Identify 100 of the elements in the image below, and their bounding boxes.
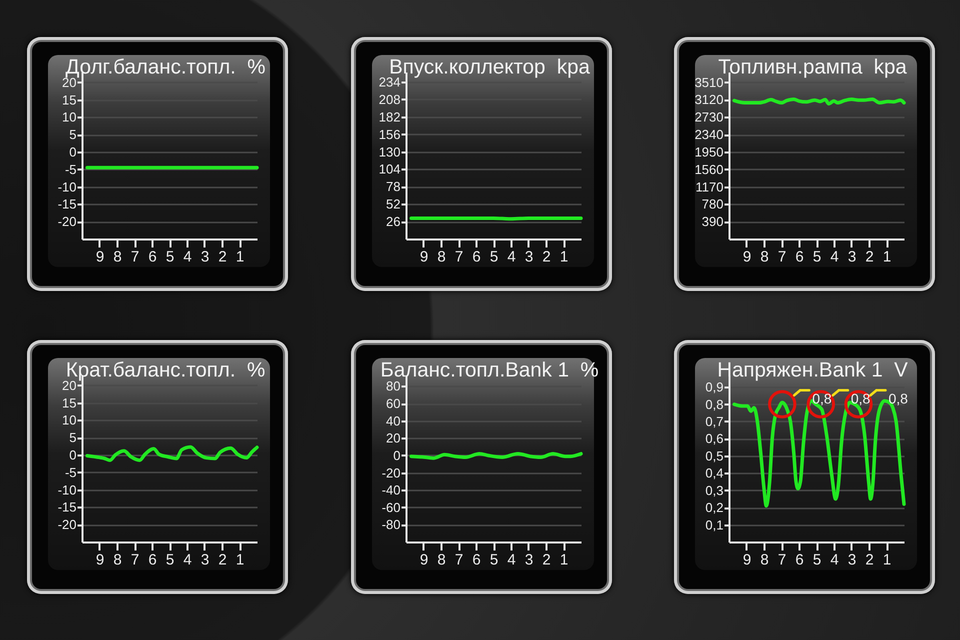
y-tick-label: 156: [378, 126, 400, 142]
y-tick-label: 130: [378, 144, 400, 160]
y-tick-label: 0,5: [705, 448, 724, 464]
x-tick-label: 3: [524, 552, 533, 568]
y-tick-label: 0,1: [705, 517, 724, 532]
x-tick-label: 5: [489, 552, 498, 568]
x-tick-label: 8: [760, 248, 769, 266]
x-tick-label: 4: [506, 248, 516, 266]
x-tick-label: 5: [489, 248, 498, 266]
y-tick-label: 208: [378, 92, 400, 107]
x-tick-label: 7: [778, 248, 786, 266]
x-tick-label: 9: [742, 248, 752, 266]
y-tick-label: -15: [58, 500, 76, 515]
x-tick-label: 5: [812, 248, 822, 266]
x-tick-label: 2: [218, 552, 227, 568]
y-tick-label: 3120: [694, 92, 724, 108]
y-tick-label: -5: [64, 464, 76, 480]
y-tick-label: -80: [381, 517, 400, 532]
x-tick-label: 1: [882, 248, 892, 266]
x-tick-label: 2: [542, 552, 550, 568]
y-tick-label: -60: [381, 500, 400, 515]
y-tick-label: 20: [386, 430, 400, 446]
x-tick-label: 8: [113, 248, 122, 266]
y-tick-label: -40: [381, 482, 400, 498]
x-tick-label: 1: [236, 248, 244, 266]
y-tick-label: 2340: [694, 127, 724, 142]
x-tick-label: 1: [559, 248, 568, 266]
x-tick-label: 1: [236, 552, 244, 568]
x-tick-label: 5: [166, 552, 174, 568]
x-tick-label: 6: [795, 248, 804, 266]
x-tick-label: 3: [524, 248, 533, 266]
y-tick-label: 78: [386, 179, 400, 194]
line-series: [86, 445, 259, 462]
y-tick-label: 1560: [694, 162, 724, 177]
y-tick-label: 0,4: [705, 466, 724, 481]
x-tick-label: 8: [436, 248, 446, 266]
x-tick-label: 4: [830, 552, 839, 568]
x-tick-label: 7: [130, 248, 140, 266]
x-tick-label: 7: [454, 552, 463, 568]
y-tick-label: 0: [69, 144, 76, 160]
x-tick-label: 4: [183, 552, 192, 568]
y-tick-label: 390: [702, 214, 724, 230]
x-tick-label: 3: [200, 248, 210, 266]
y-tick-label: 40: [386, 413, 400, 428]
annotation: 0,8: [888, 390, 908, 406]
x-tick-label: 7: [778, 552, 786, 568]
x-tick-label: 3: [200, 552, 210, 568]
x-tick-label: 8: [760, 552, 769, 568]
x-tick-label: 1: [882, 552, 892, 568]
x-tick-label: 6: [472, 552, 480, 568]
y-tick-label: 182: [378, 109, 400, 124]
x-tick-label: 9: [419, 248, 428, 266]
y-tick-label: -5: [64, 162, 76, 177]
x-tick-label: 5: [812, 552, 822, 568]
y-tick-label: 780: [702, 196, 724, 212]
y-tick-label: -20: [381, 465, 400, 480]
y-tick-label: 15: [62, 92, 76, 108]
y-tick-label: 1950: [694, 144, 724, 160]
x-tick-label: 2: [542, 248, 550, 266]
y-tick-label: 52: [386, 196, 400, 212]
y-tick-label: 0,8: [705, 396, 724, 412]
y-tick-label: 0,2: [705, 500, 724, 516]
x-tick-label: 3: [848, 552, 856, 568]
x-tick-label: 4: [506, 552, 516, 568]
chart-title: Долг.баланс.топл. %: [66, 56, 266, 78]
y-tick-label: -15: [58, 196, 76, 212]
x-tick-label: 9: [742, 552, 752, 568]
y-tick-label: 15: [62, 395, 76, 410]
y-tick-label: 0,3: [705, 482, 724, 498]
x-tick-label: 9: [96, 248, 104, 266]
y-tick-label: 5: [69, 430, 76, 446]
y-tick-label: 10: [62, 412, 76, 428]
y-tick-label: -10: [58, 482, 76, 498]
y-tick-label: 0,7: [705, 414, 724, 429]
y-tick-label: -10: [58, 179, 76, 194]
y-tick-label: 0: [69, 448, 76, 463]
x-tick-label: 3: [848, 248, 856, 266]
x-tick-label: 9: [96, 552, 104, 568]
x-tick-label: 6: [472, 248, 480, 266]
y-tick-label: 2730: [694, 110, 724, 125]
y-tick-label: 10: [62, 110, 76, 125]
x-tick-label: 7: [454, 248, 463, 266]
x-tick-label: 5: [166, 248, 174, 266]
x-tick-label: 6: [795, 552, 804, 568]
x-tick-label: 1: [559, 552, 568, 568]
x-tick-label: 6: [148, 552, 157, 568]
y-tick-label: 104: [378, 162, 400, 177]
y-tick-label: -20: [58, 214, 76, 230]
x-tick-label: 2: [865, 248, 874, 266]
chart-title: Напряжен.Bank 1 V: [717, 358, 908, 382]
x-tick-label: 4: [830, 248, 839, 266]
x-tick-label: 9: [419, 552, 428, 568]
y-tick-label: 5: [69, 127, 76, 142]
x-tick-label: 4: [183, 248, 192, 266]
x-tick-label: 8: [436, 552, 446, 568]
y-tick-label: 1170: [696, 179, 724, 194]
x-tick-label: 2: [865, 552, 874, 568]
y-tick-label: 0,6: [705, 431, 724, 446]
y-tick-label: 26: [386, 214, 400, 230]
y-tick-label: 0: [392, 448, 400, 463]
